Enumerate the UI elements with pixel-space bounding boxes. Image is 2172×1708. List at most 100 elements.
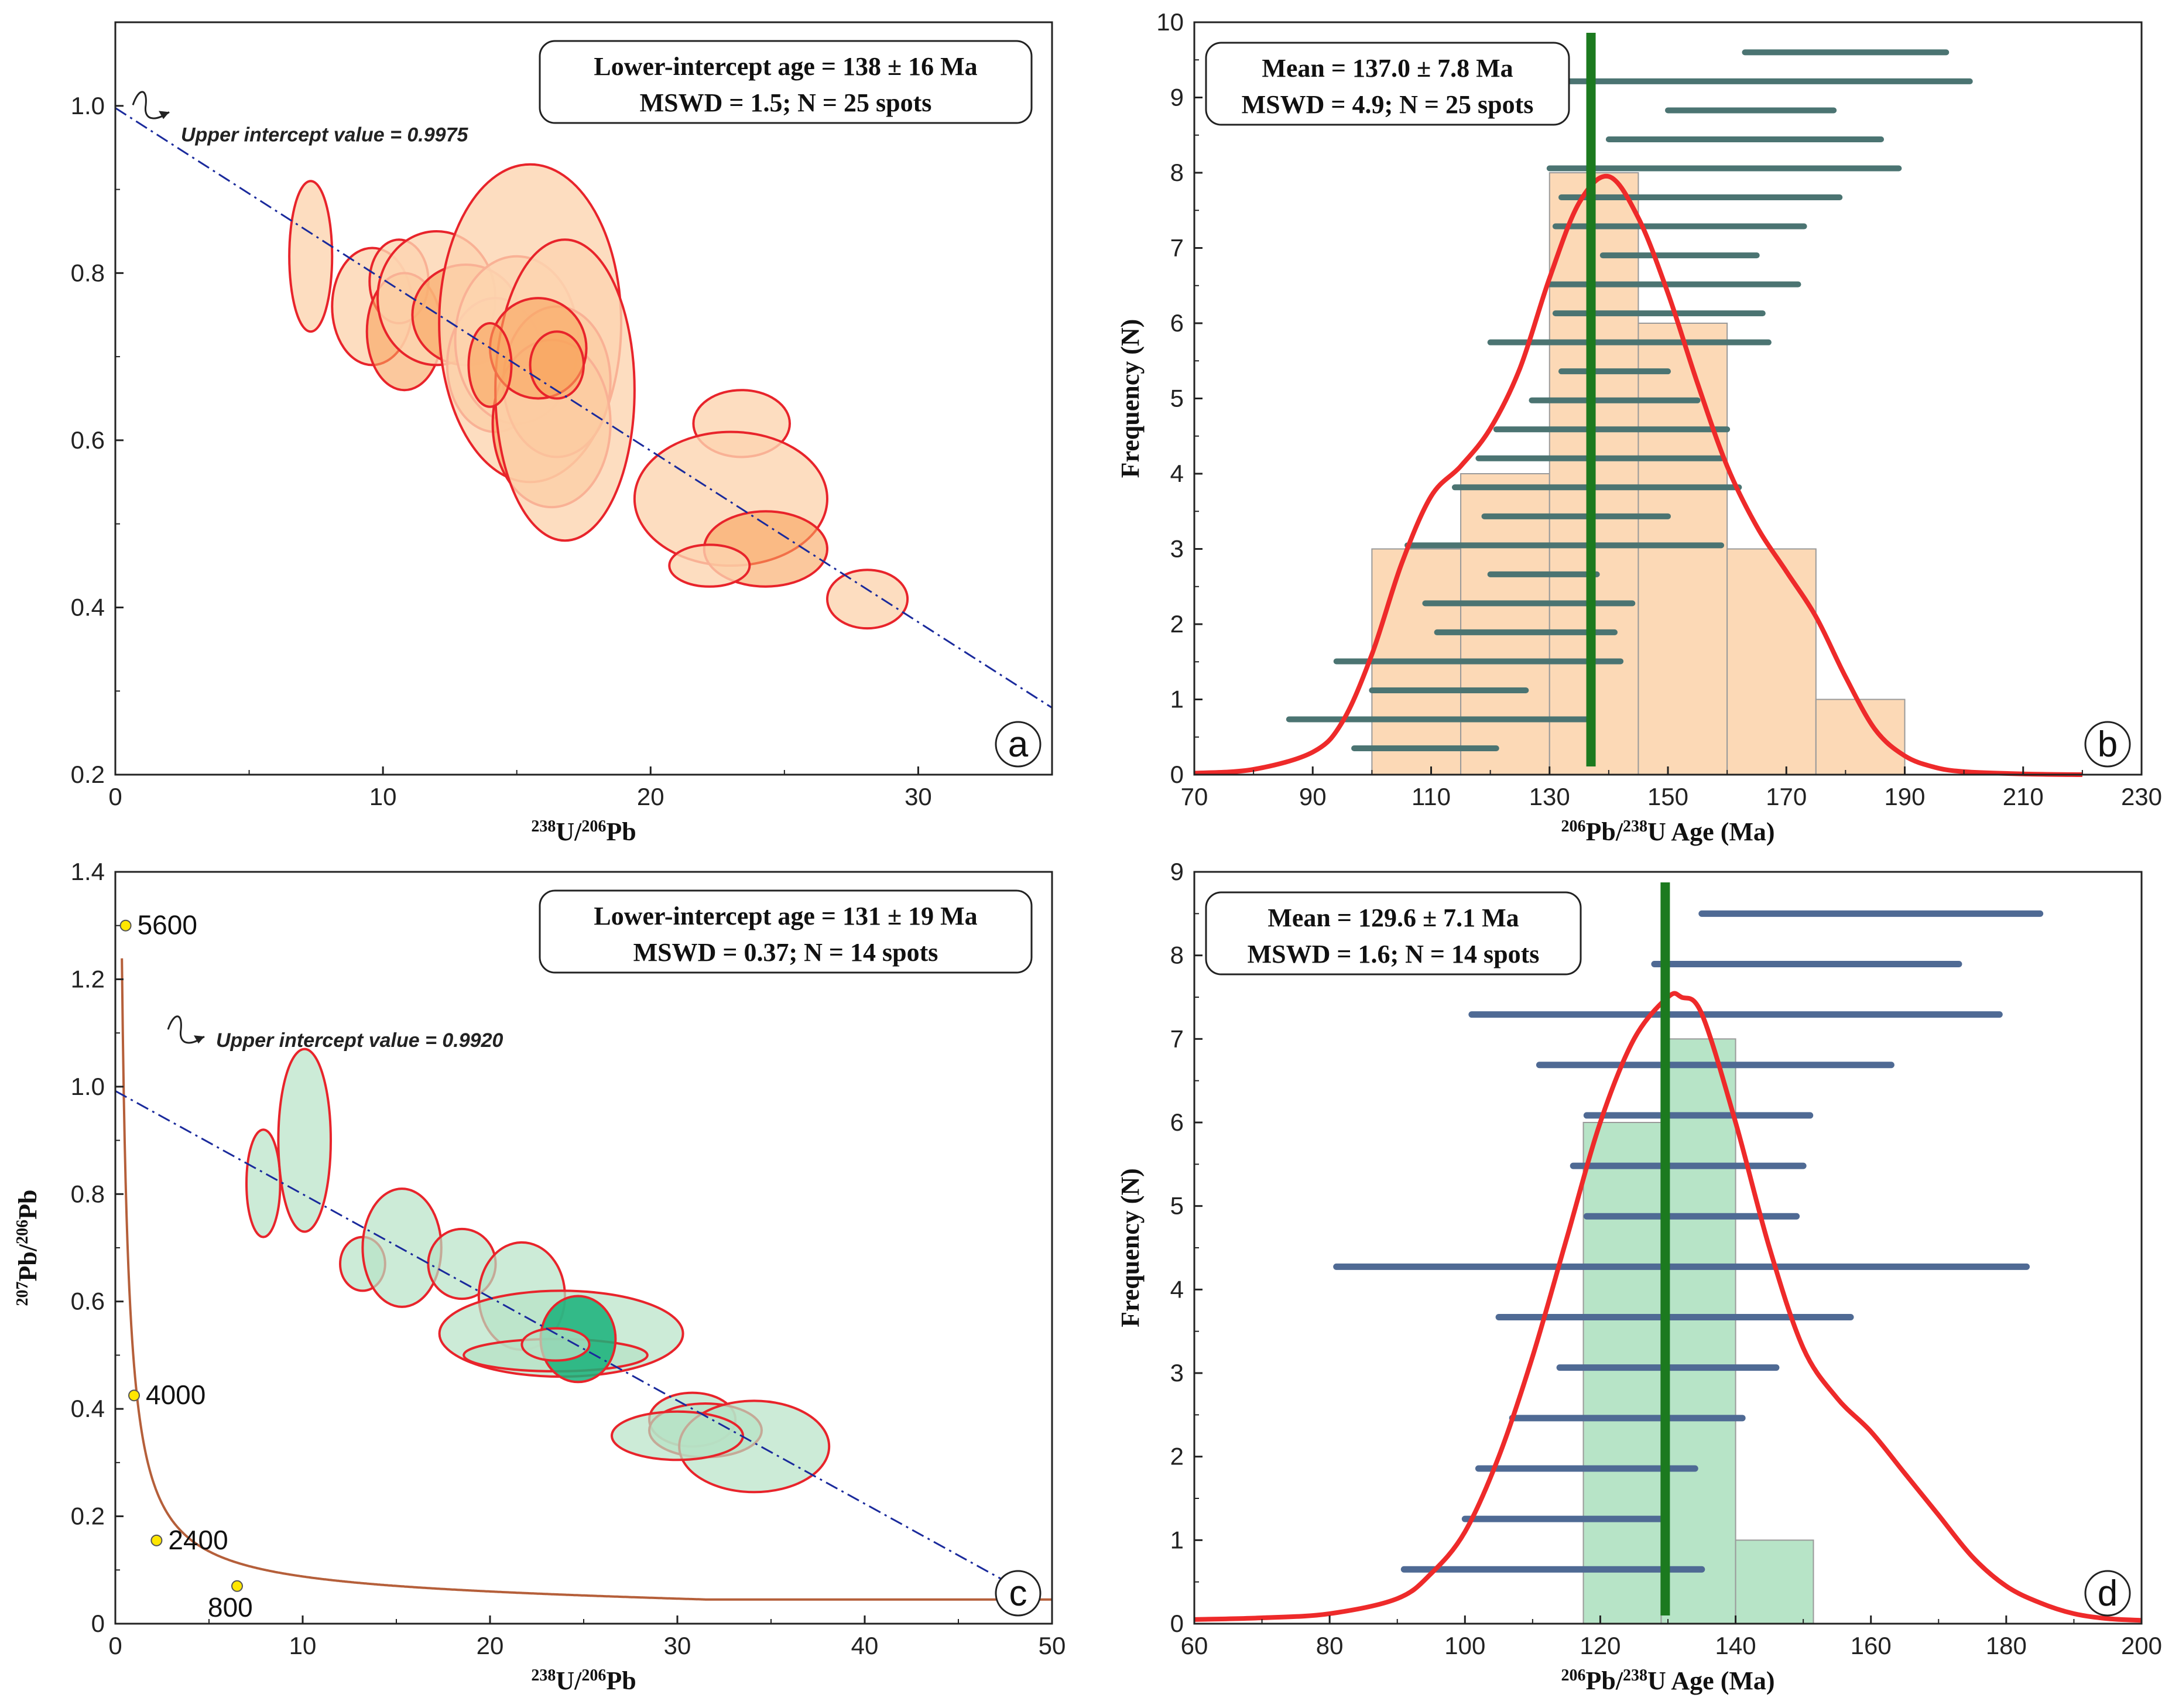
- x-tick-label: 90: [1299, 783, 1327, 810]
- y-tick-label: 9: [1170, 84, 1184, 111]
- x-tick-label: 0: [108, 1632, 122, 1659]
- error-ellipse: [245, 1128, 282, 1238]
- x-tick-label: 30: [664, 1632, 691, 1659]
- y-axis-title: Frequency (N): [1116, 1168, 1145, 1327]
- concordia-age-label: 4000: [146, 1380, 205, 1410]
- y-tick-label: 7: [1170, 234, 1184, 262]
- x-axis: 70 90 110 130 150 170 190 210 230: [1181, 766, 2162, 810]
- y-tick-label: 3: [1170, 535, 1184, 563]
- concordia-age-label: 2400: [168, 1525, 228, 1555]
- error-ellipse: [288, 180, 334, 333]
- y-tick-label: 1: [1170, 686, 1184, 713]
- intercept-arrow: [167, 1015, 205, 1044]
- y-tick-label: 0.4: [71, 593, 105, 621]
- error-ellipse: [611, 1410, 744, 1461]
- panel-letter: a: [1008, 724, 1029, 765]
- y-axis: 0 0.2 0.4 0.6 0.8 1.0 1.2 1.4: [71, 858, 124, 1637]
- y-axis-title: 207Pb/206Pb: [13, 1190, 43, 1306]
- upper-intercept-note: Upper intercept value = 0.9975: [181, 124, 468, 146]
- x-tick-label: 150: [1647, 783, 1688, 810]
- panel-letter: c: [1009, 1573, 1027, 1614]
- panel-b: 70 90 110 130 150 170 190 210 230 0 1 2 3 4 5 6 7 8 9 10 Mea…: [1116, 8, 2162, 846]
- x-tick-label: 70: [1181, 783, 1208, 810]
- y-tick-label: 0.2: [71, 1502, 105, 1530]
- y-tick-label: 2: [1170, 610, 1184, 638]
- x-tick-label: 40: [851, 1632, 879, 1659]
- y-tick-label: 0.6: [71, 1288, 105, 1315]
- concordia-curve: [121, 958, 1052, 1601]
- x-tick-label: 80: [1316, 1632, 1344, 1659]
- intercept-arrow-head: [194, 1035, 204, 1044]
- panel-letter-circle: [995, 1570, 1042, 1617]
- y-tick-label: 5: [1170, 1192, 1184, 1220]
- info-box: [1205, 42, 1570, 126]
- y-tick-label: 0.6: [71, 426, 105, 454]
- histogram-bar: [1460, 473, 1550, 775]
- error-ellipse: [520, 1327, 591, 1362]
- y-tick-label: 7: [1170, 1025, 1184, 1052]
- ellipses: [245, 1048, 831, 1494]
- x-tick-label: 110: [1412, 783, 1451, 810]
- info-box: [539, 889, 1033, 974]
- y-tick-label: 3: [1170, 1359, 1184, 1387]
- error-ellipse: [529, 330, 585, 400]
- info-line: Lower-intercept age = 138 ± 16 Ma: [594, 52, 977, 81]
- y-tick-label: 8: [1170, 159, 1184, 186]
- info-line: Mean = 129.6 ± 7.1 Ma: [1267, 903, 1519, 932]
- histogram-bar: [1735, 1539, 1814, 1624]
- panel-letter: d: [2098, 1573, 2118, 1614]
- concordia-age-point: [231, 1580, 243, 1592]
- x-axis-title: 238U/206Pb: [531, 817, 636, 847]
- histogram-bar: [1660, 1038, 1736, 1625]
- info-box: [1205, 891, 1582, 975]
- concordia-age-label: 800: [208, 1592, 253, 1623]
- x-tick-label: 60: [1181, 1632, 1208, 1659]
- concordia-age-point: [128, 1389, 140, 1402]
- x-axis-title: 206Pb/238U Age (Ma): [1561, 817, 1774, 847]
- x-axis: 0 10 20 30 40 50: [108, 1615, 1066, 1659]
- plot-area: 5600 4000 2400 800 Upper intercept value = 0…: [115, 910, 1052, 1623]
- y-tick-label: 0: [1170, 1610, 1184, 1637]
- y-tick-label: 9: [1170, 858, 1184, 885]
- y-tick-label: 6: [1170, 309, 1184, 337]
- x-tick-label: 10: [289, 1632, 317, 1659]
- intercept-arrow-head: [159, 111, 169, 119]
- y-tick-label: 4: [1170, 1275, 1184, 1303]
- info-line: MSWD = 1.5; N = 25 spots: [640, 88, 932, 117]
- error-ellipse: [668, 543, 751, 588]
- panel-letter: b: [2098, 724, 2118, 765]
- y-tick-label: 0.2: [71, 761, 105, 788]
- info-line: MSWD = 0.37; N = 14 spots: [633, 938, 938, 967]
- y-tick-label: 5: [1170, 385, 1184, 412]
- concordia-age-point: [119, 919, 132, 932]
- error-bars: [1286, 49, 1973, 752]
- panel-letter-circle: [2084, 721, 2131, 768]
- y-tick-label: 6: [1170, 1108, 1184, 1136]
- y-axis: 0.2 0.4 0.6 0.8 1.0: [71, 92, 124, 788]
- y-axis: 0 1 2 3 4 5 6 7 8 9: [1170, 858, 1203, 1637]
- info-line: MSWD = 4.9; N = 25 spots: [1242, 90, 1534, 119]
- y-tick-label: 0.8: [71, 259, 105, 286]
- x-tick-label: 190: [1884, 783, 1925, 810]
- x-tick-label: 20: [477, 1632, 504, 1659]
- y-axis-title: Frequency (N): [1116, 319, 1145, 478]
- x-tick-label: 50: [1039, 1632, 1066, 1659]
- x-tick-label: 200: [2121, 1632, 2162, 1659]
- intercept-arrow: [132, 91, 170, 119]
- y-tick-label: 10: [1156, 8, 1184, 36]
- x-axis-title: 238U/206Pb: [531, 1666, 636, 1696]
- plot-area: Upper intercept value = 0.9975: [115, 91, 1052, 709]
- y-tick-label: 2: [1170, 1443, 1184, 1470]
- ellipses: [288, 163, 909, 630]
- y-tick-label: 0: [1170, 761, 1184, 788]
- plot-frame: [114, 21, 1053, 776]
- x-tick-label: 230: [2121, 783, 2162, 810]
- discordia-line: [115, 1090, 1025, 1593]
- x-tick-label: 210: [2003, 783, 2044, 810]
- x-tick-label: 30: [905, 783, 932, 810]
- error-ellipse: [277, 1048, 333, 1233]
- x-tick-label: 10: [369, 783, 397, 810]
- histogram-bar: [1637, 323, 1728, 775]
